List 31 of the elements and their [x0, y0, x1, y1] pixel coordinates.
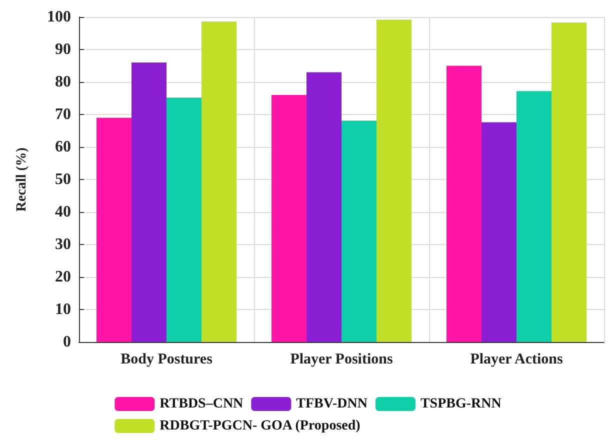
bar	[132, 62, 166, 342]
y-tick-label: 80	[55, 74, 71, 90]
x-tick-label: Player Positions	[290, 352, 393, 368]
y-tick-label: 30	[55, 236, 71, 253]
y-tick-label: 40	[55, 204, 71, 220]
y-tick-label: 10	[55, 301, 71, 318]
y-axis-title: Recall (%)	[14, 147, 30, 212]
y-tick-label: 50	[55, 171, 71, 188]
legend-label: RDBGT-PGCN- GOA (Proposed)	[160, 418, 361, 434]
y-tick-label: 100	[47, 8, 71, 26]
y-tick-label: 60	[55, 138, 71, 156]
y-tick-label: 20	[55, 268, 71, 286]
bar	[516, 91, 552, 342]
y-tick-label: 90	[55, 41, 71, 58]
bar	[342, 120, 376, 342]
legend-label: TSPBG-RNN	[420, 396, 502, 412]
y-tick-label: 70	[55, 106, 71, 123]
x-tick-label: Player Actions	[470, 352, 563, 368]
x-tick-label: Body Postures	[120, 352, 213, 368]
bar	[446, 66, 482, 342]
bar	[202, 22, 236, 342]
bar	[376, 20, 412, 342]
bar	[306, 72, 342, 342]
y-tick-label: 0	[63, 334, 71, 350]
bar	[272, 95, 306, 342]
legend-label: RTBDS–CNN	[160, 396, 244, 412]
bar	[482, 122, 516, 342]
legend-label: TFBV-DNN	[296, 396, 368, 412]
bar	[96, 118, 132, 342]
bar	[166, 98, 202, 342]
bar	[552, 22, 586, 342]
